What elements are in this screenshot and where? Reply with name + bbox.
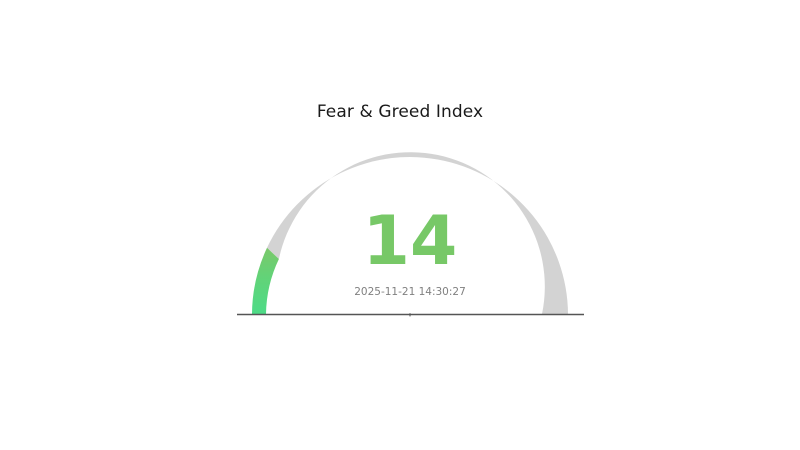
gauge-value-label: 14: [362, 202, 458, 281]
gauge-value-arc: [252, 247, 279, 314]
gauge-timestamp-label: 2025-11-21 14:30:27: [354, 286, 466, 298]
chart-title: Fear & Greed Index: [316, 102, 484, 122]
